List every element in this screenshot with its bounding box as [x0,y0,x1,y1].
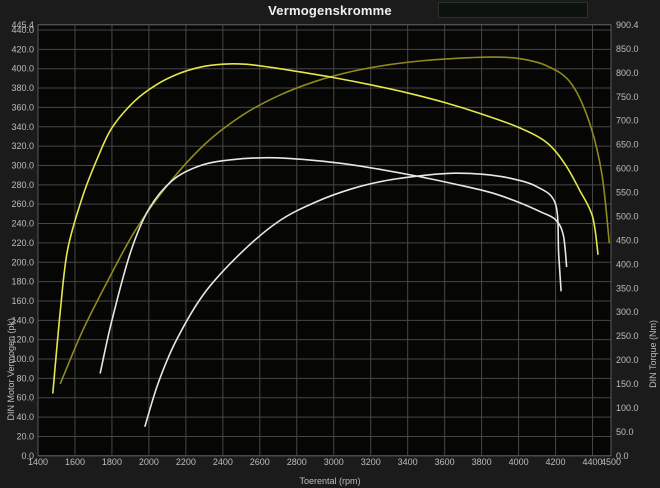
svg-text:650.0: 650.0 [616,140,639,150]
svg-text:180.0: 180.0 [11,277,34,287]
svg-text:3800: 3800 [472,457,492,467]
svg-text:350.0: 350.0 [616,283,639,293]
svg-text:200.0: 200.0 [11,257,34,267]
svg-text:2400: 2400 [213,457,233,467]
svg-text:700.0: 700.0 [616,116,639,126]
svg-text:4400: 4400 [583,457,603,467]
svg-text:250.0: 250.0 [616,331,639,341]
svg-text:4000: 4000 [509,457,529,467]
svg-text:260.0: 260.0 [11,199,34,209]
svg-text:20.0: 20.0 [16,431,34,441]
svg-text:3400: 3400 [398,457,418,467]
svg-text:500.0: 500.0 [616,211,639,221]
svg-text:0.0: 0.0 [616,451,629,461]
svg-text:4200: 4200 [546,457,566,467]
svg-text:60.0: 60.0 [16,393,34,403]
svg-text:3600: 3600 [435,457,455,467]
svg-text:360.0: 360.0 [11,102,34,112]
svg-text:380.0: 380.0 [11,83,34,93]
svg-text:1600: 1600 [65,457,85,467]
svg-text:600.0: 600.0 [616,164,639,174]
svg-text:3200: 3200 [361,457,381,467]
svg-text:850.0: 850.0 [616,44,639,54]
svg-text:80.0: 80.0 [16,373,34,383]
svg-text:160.0: 160.0 [11,296,34,306]
svg-text:150.0: 150.0 [616,379,639,389]
svg-text:550.0: 550.0 [616,188,639,198]
svg-text:200.0: 200.0 [616,355,639,365]
svg-text:1800: 1800 [102,457,122,467]
svg-text:320.0: 320.0 [11,141,34,151]
svg-text:300.0: 300.0 [616,307,639,317]
svg-text:280.0: 280.0 [11,180,34,190]
svg-text:2200: 2200 [176,457,196,467]
svg-text:450.0: 450.0 [616,235,639,245]
svg-text:40.0: 40.0 [16,412,34,422]
svg-text:750.0: 750.0 [616,92,639,102]
svg-text:900.4: 900.4 [616,20,639,30]
svg-text:340.0: 340.0 [11,122,34,132]
svg-text:300.0: 300.0 [11,160,34,170]
svg-text:240.0: 240.0 [11,219,34,229]
svg-text:0.0: 0.0 [21,451,34,461]
svg-text:50.0: 50.0 [616,427,634,437]
svg-text:400.0: 400.0 [616,259,639,269]
svg-text:420.0: 420.0 [11,44,34,54]
svg-text:3000: 3000 [324,457,344,467]
svg-text:220.0: 220.0 [11,238,34,248]
svg-text:2800: 2800 [287,457,307,467]
svg-text:445.4: 445.4 [11,20,34,30]
svg-text:800.0: 800.0 [616,68,639,78]
svg-text:2600: 2600 [250,457,270,467]
svg-text:2000: 2000 [139,457,159,467]
svg-text:400.0: 400.0 [11,64,34,74]
svg-text:100.0: 100.0 [616,403,639,413]
